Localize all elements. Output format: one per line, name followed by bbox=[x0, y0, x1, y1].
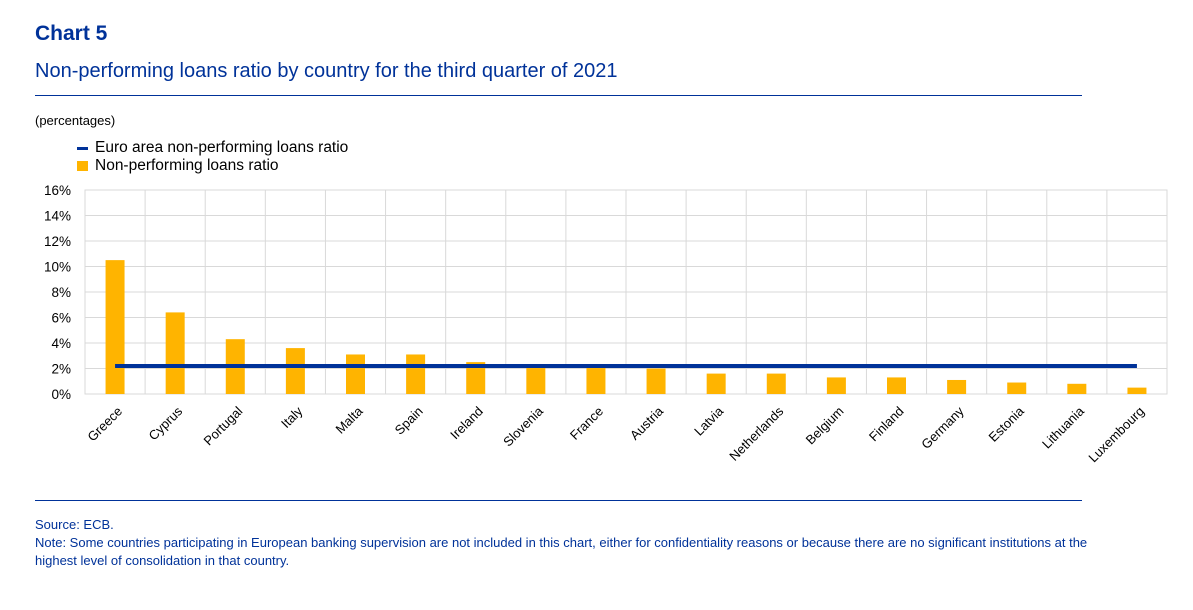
x-tick-label: Cyprus bbox=[146, 403, 186, 443]
y-tick-label: 14% bbox=[44, 209, 71, 224]
bar-ireland bbox=[466, 362, 486, 394]
bar-italy bbox=[285, 348, 305, 394]
bar-luxembourg bbox=[1127, 387, 1147, 394]
bar-estonia bbox=[1007, 382, 1027, 394]
y-tick-label: 0% bbox=[51, 387, 71, 402]
bar-netherlands bbox=[766, 373, 786, 394]
footer-divider bbox=[35, 500, 1082, 501]
y-tick-label: 6% bbox=[51, 311, 71, 326]
bar-spain bbox=[406, 354, 426, 394]
bar-lithuania bbox=[1067, 383, 1087, 394]
y-tick-label: 16% bbox=[44, 183, 71, 198]
units-label: (percentages) bbox=[35, 113, 116, 128]
y-tick-label: 2% bbox=[51, 362, 71, 377]
x-tick-label: France bbox=[567, 404, 606, 443]
source-text: Source: ECB. bbox=[35, 517, 114, 532]
footer: Source: ECB. Note: Some countries partic… bbox=[35, 516, 1095, 570]
x-tick-label: Luxembourg bbox=[1085, 404, 1147, 466]
chart-title: Non-performing loans ratio by country fo… bbox=[35, 60, 618, 82]
bar-france bbox=[586, 364, 606, 394]
bar-finland bbox=[887, 377, 906, 394]
chart-label: Chart 5 bbox=[35, 22, 108, 45]
bar-germany bbox=[947, 379, 967, 394]
x-tick-label: Portugal bbox=[201, 403, 246, 448]
y-tick-label: 4% bbox=[51, 336, 71, 351]
bar-greece bbox=[105, 260, 125, 394]
x-tick-label: Finland bbox=[866, 404, 907, 445]
x-tick-label: Ireland bbox=[447, 404, 486, 443]
bar-belgium bbox=[826, 377, 846, 394]
x-tick-label: Austria bbox=[627, 403, 667, 443]
legend-label-euro-area: Euro area non-performing loans ratio bbox=[95, 139, 349, 156]
x-tick-label: Malta bbox=[333, 403, 367, 437]
x-tick-label: Spain bbox=[392, 404, 426, 438]
legend-bar-swatch bbox=[77, 161, 88, 171]
legend-item-npl: Non-performing loans ratio bbox=[77, 157, 348, 175]
y-tick-label: 8% bbox=[51, 285, 71, 300]
note-text: Note: Some countries participating in Eu… bbox=[35, 535, 1088, 568]
y-tick-label: 12% bbox=[44, 234, 71, 249]
bar-malta bbox=[346, 354, 365, 394]
legend-item-euro-area: Euro area non-performing loans ratio bbox=[77, 139, 348, 157]
x-tick-label: Latvia bbox=[691, 403, 727, 439]
x-tick-label: Netherlands bbox=[726, 403, 787, 464]
bar-austria bbox=[646, 368, 666, 394]
title-divider bbox=[35, 95, 1082, 96]
bar-slovenia bbox=[526, 364, 546, 394]
x-tick-label: Greece bbox=[84, 404, 125, 445]
bar-latvia bbox=[706, 373, 726, 394]
x-tick-label: Estonia bbox=[986, 403, 1028, 445]
bar-chart: 0% 2% 4% 6% 8% 10% 12% 14% 16% Greece Cyprus Portug… bbox=[44, 183, 1168, 466]
legend-line-swatch bbox=[77, 146, 88, 150]
legend: Euro area non-performing loans ratio Non… bbox=[77, 139, 348, 175]
x-tick-label: Belgium bbox=[803, 404, 847, 448]
x-tick-label: Italy bbox=[278, 403, 306, 431]
x-tick-label: Germany bbox=[918, 403, 967, 452]
x-tick-label: Slovenia bbox=[500, 403, 546, 449]
x-tick-label: Lithuania bbox=[1039, 403, 1087, 451]
legend-label-npl: Non-performing loans ratio bbox=[95, 157, 279, 174]
bar-cyprus bbox=[165, 312, 185, 394]
y-tick-label: 10% bbox=[44, 260, 71, 275]
